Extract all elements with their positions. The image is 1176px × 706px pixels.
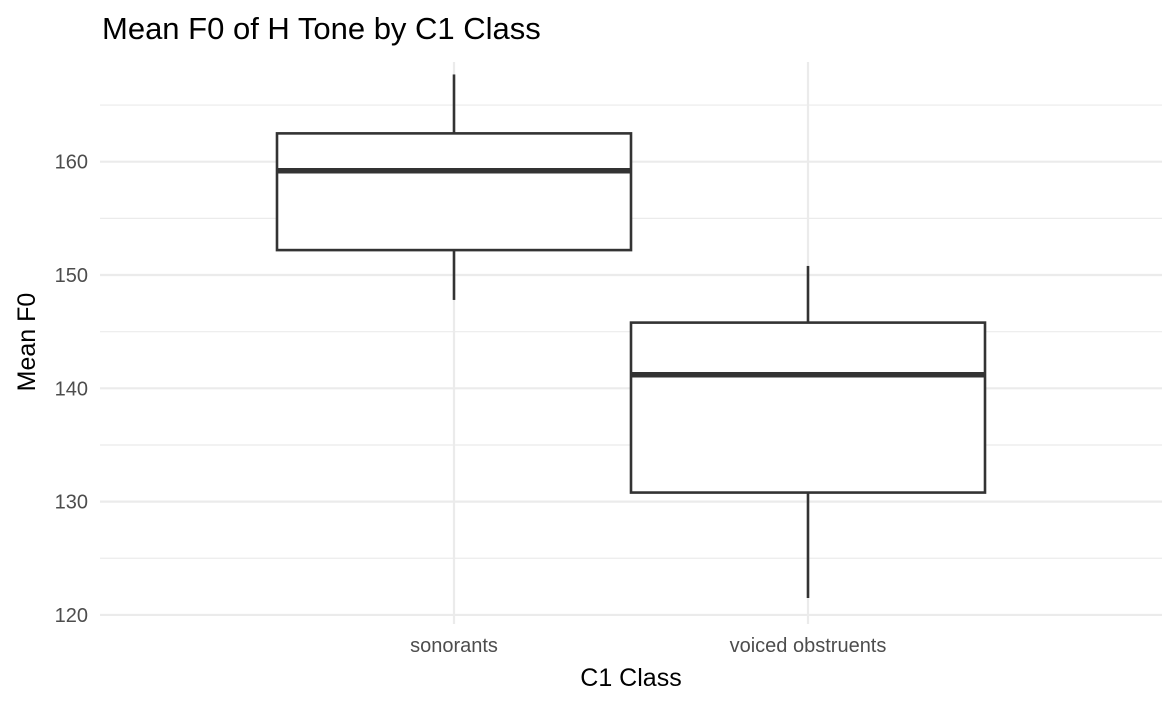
boxes [275,74,987,598]
x-tick-label: sonorants [410,635,498,657]
x-axis-title: C1 Class [580,664,681,692]
y-tick-label: 130 [55,492,88,514]
chart-title: Mean F0 of H Tone by C1 Class [102,11,541,46]
y-tick-label: 150 [55,265,88,287]
iqr-box [275,132,633,252]
y-tick-label: 160 [55,152,88,174]
x-tick-label: voiced obstruents [730,635,887,657]
tick-labels: 120 130 140 150 160 sonorants voiced obstruent… [55,152,887,657]
y-tick-label: 120 [55,605,88,627]
box-group [629,265,987,598]
iqr-box [629,321,987,494]
box-group [275,74,633,300]
y-axis-title: Mean F0 [13,293,41,392]
y-tick-label: 140 [55,378,88,400]
